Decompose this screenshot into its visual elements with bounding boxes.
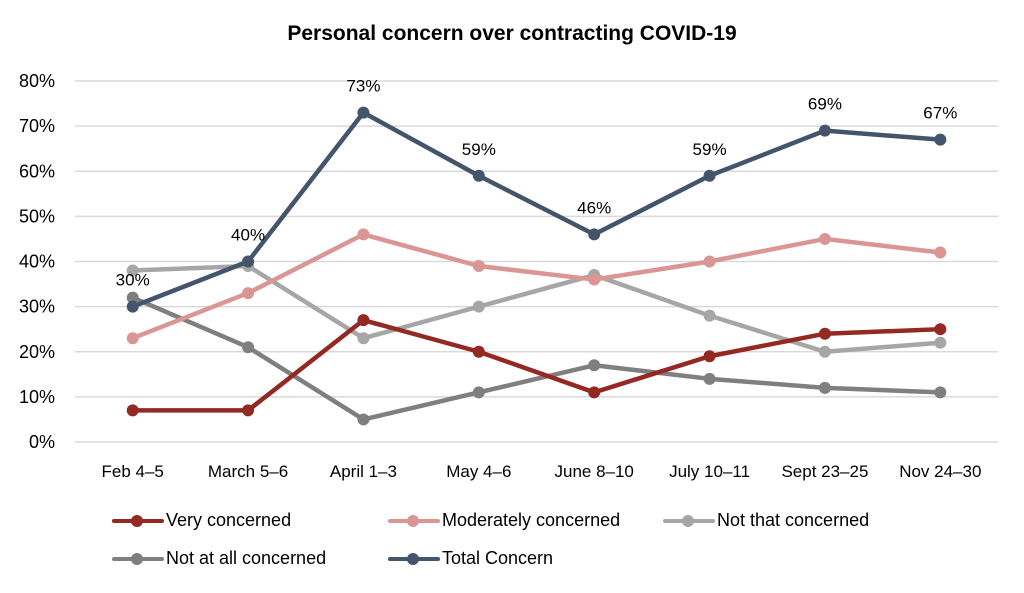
series-total-concern [126,106,947,313]
data-point [126,404,139,417]
legend-line-marker-icon [663,514,715,528]
data-point [934,246,947,259]
legend-label: Not that concerned [717,510,870,530]
data-point [818,232,831,245]
legend-label: Not at all concerned [166,548,327,568]
series-line [130,110,943,309]
data-point [934,386,947,399]
legend-item-very-concerned: Very concerned [112,510,291,531]
x-tick-label: Feb 4–5 [101,462,163,481]
data-point [472,300,485,313]
data-point [818,381,831,394]
data-point [934,133,947,146]
data-label: 46% [577,198,611,217]
data-point [818,124,831,137]
data-point [703,350,716,363]
data-point [242,287,255,300]
y-tick-label: 50% [19,206,55,226]
data-label: 59% [462,140,496,159]
data-point [126,332,139,345]
data-point [472,260,485,273]
data-point [126,300,139,313]
x-tick-label: May 4–6 [446,462,511,481]
x-tick-label: March 5–6 [208,462,288,481]
data-label: 67% [923,104,957,123]
data-point [357,332,370,345]
data-point [126,291,139,304]
series-line [130,295,943,422]
data-label: 40% [231,226,265,245]
x-tick-label: April 1–3 [330,462,397,481]
legend-item-not-at-all-concerned: Not at all concerned [112,548,326,569]
data-point [703,255,716,268]
legend-item-moderately-concerned: Moderately concerned [388,510,620,531]
chart-title: Personal concern over contracting COVID-… [287,22,737,45]
x-tick-label: July 10–11 [669,462,750,481]
legend-item-not-that-concerned: Not that concerned [663,510,869,531]
data-label: 73% [346,77,380,96]
legend-line-marker-icon [112,514,164,528]
data-point [242,255,255,268]
data-point [588,359,601,372]
data-point [357,228,370,241]
data-point [242,341,255,354]
series-moderately-concerned [126,228,947,345]
data-point [934,323,947,336]
data-point [357,314,370,327]
data-label: 30% [116,271,150,290]
legend-label: Very concerned [166,510,292,530]
legend-line-marker-icon [388,552,440,566]
data-point [818,327,831,340]
data-label: 59% [693,140,727,159]
legend-item-total-concern: Total Concern [388,548,553,569]
y-tick-label: 70% [19,116,55,136]
data-point [472,169,485,182]
data-point [242,404,255,417]
series-line [130,232,943,341]
y-tick-label: 20% [19,342,55,362]
legend-line-marker-icon [388,514,440,528]
data-point [588,228,601,241]
series-line [130,317,943,413]
y-tick-label: 10% [19,387,55,407]
x-tick-label: Nov 24–30 [899,462,981,481]
data-point [472,386,485,399]
series-line [130,263,943,354]
series-not-that-concerned [126,260,947,358]
y-tick-label: 40% [19,252,55,272]
series-not-at-all-concerned [126,291,947,426]
y-tick-label: 30% [19,297,55,317]
legend-label: Moderately concerned [442,510,621,530]
data-point [818,345,831,358]
data-point [703,309,716,322]
legend-label: Total Concern [442,548,554,568]
data-point [703,372,716,385]
data-point [934,336,947,349]
legend-line-marker-icon [112,552,164,566]
x-tick-label: June 8–10 [554,462,633,481]
y-tick-label: 60% [19,161,55,181]
data-point [472,345,485,358]
x-tick-label: Sept 23–25 [781,462,868,481]
y-tick-label: 0% [29,432,55,452]
data-point [703,169,716,182]
series-lines [126,106,947,426]
series-very-concerned [126,314,947,417]
x-axis-ticks: Feb 4–5 March 5–6 April 1–3 May 4–6 June 8–1… [101,462,981,481]
data-point [357,106,370,119]
data-point [357,413,370,426]
data-point [126,264,139,277]
y-tick-label: 80% [19,71,55,91]
data-point [588,273,601,286]
data-point [588,386,601,399]
data-labels: 30% 40% 73% 59% 46% 59% 69% 67% [116,77,958,290]
data-label: 69% [808,95,842,114]
y-axis-ticks: 0% 10% 20% 30% 40% 50% 60% 70% 80% [19,71,55,452]
